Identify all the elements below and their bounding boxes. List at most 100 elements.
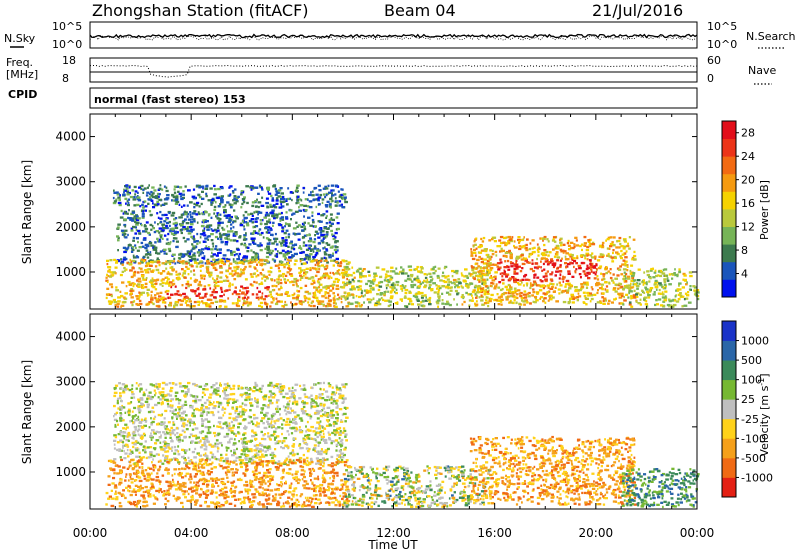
power-cell xyxy=(225,290,227,292)
power-cell xyxy=(581,262,584,264)
velocity-cell xyxy=(188,457,190,459)
power-cell xyxy=(477,265,480,267)
power-cell xyxy=(122,264,124,266)
power-cell xyxy=(532,270,535,272)
power-cell xyxy=(592,243,595,245)
velocity-cell xyxy=(249,393,251,395)
power-cell xyxy=(269,291,272,293)
velocity-cell xyxy=(135,428,137,430)
power-cell xyxy=(326,231,329,233)
velocity-cell xyxy=(320,420,322,422)
power-cell xyxy=(174,232,177,234)
velocity-cell xyxy=(229,398,231,400)
power-cell xyxy=(492,250,494,252)
velocity-cell xyxy=(160,446,163,448)
velocity-cell xyxy=(339,408,342,410)
power-cell xyxy=(641,290,643,292)
power-cell xyxy=(182,274,184,276)
power-cell xyxy=(596,275,598,277)
power-cell xyxy=(246,292,248,294)
power-cell xyxy=(134,186,137,188)
power-cell xyxy=(519,293,521,295)
power-cell xyxy=(508,236,512,238)
power-cell xyxy=(331,277,333,279)
power-cell xyxy=(134,221,136,223)
power-cell xyxy=(407,278,411,280)
power-cell xyxy=(423,280,425,282)
power-cell xyxy=(437,306,439,308)
power-cell xyxy=(564,276,566,278)
power-cell xyxy=(534,296,537,298)
power-cell xyxy=(276,199,279,201)
power-cell xyxy=(252,187,254,189)
power-cell xyxy=(106,297,108,299)
power-cell xyxy=(184,270,187,272)
power-cell xyxy=(198,254,200,256)
power-cell xyxy=(484,293,487,295)
velocity-cell xyxy=(220,454,222,456)
power-cell xyxy=(502,282,505,284)
power-cell xyxy=(644,287,647,289)
velocity-cell xyxy=(285,393,289,395)
power-cell xyxy=(311,302,313,304)
power-cell xyxy=(413,284,417,286)
power-cell xyxy=(215,259,218,261)
velocity-cell xyxy=(310,426,314,428)
power-cell xyxy=(152,303,154,305)
velocity-cell xyxy=(192,383,196,385)
power-cell xyxy=(115,267,118,269)
velocity-cell xyxy=(342,386,345,388)
power-cell xyxy=(292,284,295,286)
power-cell xyxy=(566,289,569,291)
power-cell xyxy=(634,290,636,292)
power-cell xyxy=(309,206,313,208)
power-cell xyxy=(544,302,546,304)
power-cell xyxy=(177,186,179,188)
power-cell xyxy=(449,304,452,306)
power-cell xyxy=(180,229,183,231)
power-cell xyxy=(654,291,656,293)
power-cell xyxy=(502,288,504,290)
velocity-cell xyxy=(223,397,225,399)
velocity-cell xyxy=(277,405,279,407)
power-cell xyxy=(597,301,600,303)
velocity-cell xyxy=(236,408,238,410)
power-cell xyxy=(619,283,623,285)
power-cell xyxy=(391,284,394,286)
power-cell xyxy=(558,288,561,290)
power-cell xyxy=(164,186,166,188)
power-cell xyxy=(354,277,356,279)
power-cell xyxy=(397,284,399,286)
power-cell xyxy=(115,286,117,288)
power-cell xyxy=(313,251,315,253)
power-cell xyxy=(150,251,152,253)
velocity-cell xyxy=(298,445,301,447)
power-cell xyxy=(265,202,269,204)
power-cell xyxy=(341,301,343,303)
power-cell xyxy=(217,224,220,226)
power-cell xyxy=(689,271,693,273)
power-cell xyxy=(138,199,141,201)
power-cell xyxy=(261,197,263,199)
power-cell xyxy=(189,253,192,255)
power-cell xyxy=(505,252,509,254)
velocity-cell xyxy=(154,394,156,396)
power-cell xyxy=(243,272,245,274)
velocity-cell xyxy=(274,394,276,396)
power-cell xyxy=(487,305,489,307)
power-cell xyxy=(148,301,151,303)
power-cell xyxy=(153,189,156,191)
power-cell xyxy=(311,283,314,285)
velocity-cell xyxy=(189,436,191,438)
power-cell xyxy=(587,239,590,241)
power-cell xyxy=(136,222,140,224)
power-cell xyxy=(630,265,633,267)
power-cell xyxy=(293,248,295,250)
power-cell xyxy=(269,204,272,206)
power-cell xyxy=(563,281,565,283)
power-cell xyxy=(113,190,115,192)
power-cell xyxy=(525,244,528,246)
velocity-cell xyxy=(345,417,349,419)
power-cell xyxy=(678,271,681,273)
power-cell xyxy=(554,256,557,258)
